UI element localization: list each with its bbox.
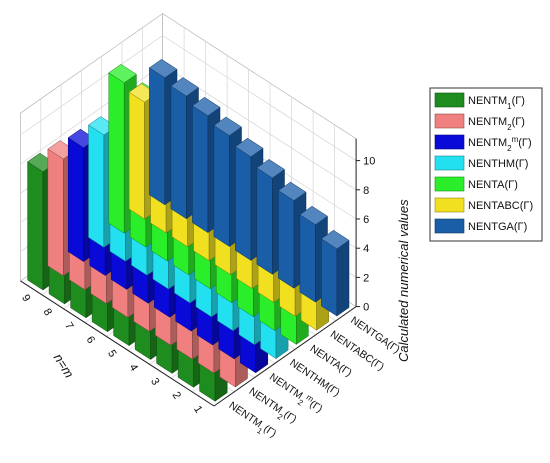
chart-bars [27, 58, 350, 402]
bar-face-front [256, 167, 273, 275]
x-tick-label: 4 [127, 362, 140, 374]
bar-face-front [299, 214, 316, 303]
bar-face-front [278, 190, 295, 289]
x-tick-label: 8 [41, 306, 54, 318]
legend: NENTM1(Γ) NENTM2(Γ) NENTM2m(Γ) NENTHM(Γ) NEN… [429, 87, 543, 242]
legend-item: NENTABC(Γ) [434, 197, 533, 213]
legend-swatch [434, 218, 465, 234]
bar-face-top [213, 116, 242, 136]
legend-swatch [434, 92, 465, 108]
bar-face-top [108, 63, 137, 84]
bar-face-front [321, 238, 338, 317]
legend-swatch [434, 197, 465, 213]
legend-item: NENTGA(Γ) [434, 218, 527, 234]
bar-face-top [277, 181, 307, 201]
chart-axes [20, 138, 357, 407]
bar-face-front [27, 161, 44, 291]
x-tick-label: 5 [105, 348, 118, 360]
legend-label: NENTM2(Γ) [468, 116, 525, 132]
bar-face-front [149, 67, 166, 206]
bar-face-top [170, 77, 199, 97]
z-tick-label: 8 [363, 185, 369, 197]
x-axis-line [20, 280, 215, 407]
legend-item: NENTM2m(Γ) [434, 134, 532, 153]
x-tick-label: 9 [19, 293, 32, 305]
legend-swatch [434, 155, 465, 171]
legend-swatch [434, 113, 465, 129]
legend-label: NENTHM(Γ) [468, 158, 528, 170]
z-tick-label: 2 [363, 272, 369, 284]
x-tick-label: 1 [191, 404, 204, 416]
legend-label: NENTGA(Γ) [468, 221, 527, 233]
legend-label: NENTABC(Γ) [468, 200, 533, 212]
bar-face-front [88, 124, 105, 248]
legend-item: NENTA(Γ) [434, 176, 518, 192]
grid-line-z [162, 35, 357, 161]
x-tick-label: 6 [84, 334, 97, 346]
bar-face-side [336, 239, 350, 317]
bar-face-front [67, 137, 84, 263]
bar-face-top [299, 205, 328, 226]
bar-face-top [191, 96, 221, 117]
bar-face-front [213, 125, 230, 247]
x-axis-title: n=m [51, 351, 77, 381]
bar-face-top [320, 229, 350, 250]
legend-swatch [434, 134, 465, 150]
series-axis-line [213, 306, 357, 407]
bar-face-front [128, 91, 145, 220]
bar-ntga-1 [320, 229, 350, 317]
z-tick-label: 10 [363, 156, 375, 168]
legend-swatch [434, 176, 465, 192]
legend-item: NENTM2(Γ) [434, 113, 525, 132]
legend-label: NENTM1(Γ) [468, 95, 525, 111]
grid-line-z [20, 35, 163, 136]
bar-face-front [170, 85, 187, 220]
x-tick-label: 7 [62, 320, 75, 332]
z-tick-label: 4 [363, 243, 369, 255]
bar-face-front [108, 72, 125, 234]
bar-face-top [256, 159, 285, 179]
bar-face-front [235, 146, 252, 261]
z-tick-label: 0 [363, 302, 369, 314]
bar-face-front [192, 105, 209, 234]
legend-item: NENTHM(Γ) [434, 155, 528, 171]
bar-face-top [234, 137, 264, 158]
x-tick-label: 2 [170, 390, 183, 402]
legend-item: NENTM1(Γ) [434, 92, 525, 111]
bar-face-top [148, 58, 178, 79]
z-axis-title: Calculated numerical values [396, 199, 411, 362]
legend-label: NENTM2m(Γ) [468, 135, 532, 153]
legend-label: NENTA(Γ) [468, 179, 518, 191]
bar-face-front [47, 148, 64, 277]
x-tick-label: 3 [148, 376, 161, 388]
z-tick-label: 6 [363, 214, 369, 226]
grid-line-z [20, 64, 163, 165]
